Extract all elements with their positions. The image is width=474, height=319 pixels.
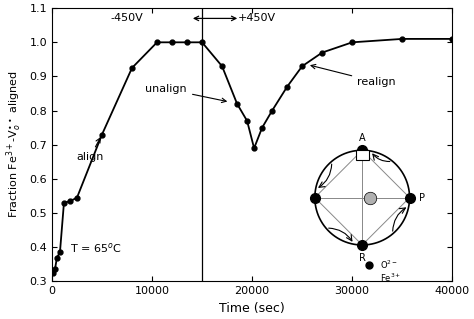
X-axis label: Time (sec): Time (sec): [219, 302, 285, 315]
Text: T = 65$^o$C: T = 65$^o$C: [70, 241, 122, 255]
Text: unalign: unalign: [146, 84, 226, 102]
Text: -450V: -450V: [110, 13, 143, 23]
Text: realign: realign: [311, 64, 396, 87]
Text: +450V: +450V: [238, 13, 276, 23]
Text: align: align: [76, 138, 104, 162]
Y-axis label: Fraction Fe$^{3+}$-V$_o^{\bullet\bullet}$ aligned: Fraction Fe$^{3+}$-V$_o^{\bullet\bullet}…: [4, 71, 24, 219]
